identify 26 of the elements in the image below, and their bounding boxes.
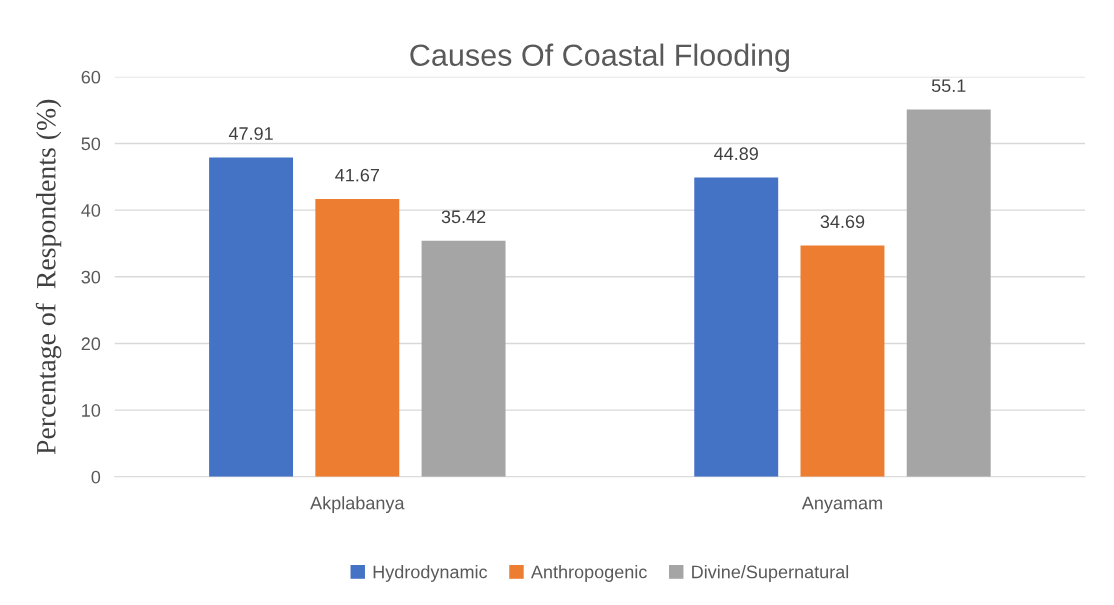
- legend-label: Divine/Supernatural: [692, 565, 849, 582]
- y-tick-label: 30: [81, 270, 101, 284]
- legend-label: Anthropogenic: [530, 565, 647, 582]
- bar: [694, 177, 779, 477]
- data-label: 35.42: [441, 210, 486, 224]
- data-label: 47.91: [228, 127, 273, 140]
- y-tick-label: 60: [81, 70, 101, 84]
- bar: [421, 240, 506, 477]
- legend-label: Hydrodynamic: [373, 565, 488, 582]
- bar: [209, 157, 294, 477]
- data-label: 34.69: [820, 215, 865, 229]
- data-label: 41.67: [335, 168, 379, 182]
- x-tick-label: Akplabanya: [310, 496, 405, 514]
- data-label: 55.1: [931, 79, 966, 93]
- y-axis-title: Percentage of Respondents (%): [35, 99, 62, 455]
- bar: [906, 109, 991, 477]
- y-tick-label: 20: [81, 337, 101, 351]
- chart-title: Causes Of Coastal Flooding: [410, 43, 789, 73]
- bar: [800, 245, 885, 477]
- x-tick-label: Anyamam: [801, 496, 882, 514]
- y-tick-label: 10: [82, 404, 101, 417]
- y-tick-label: 40: [81, 204, 101, 217]
- bar: [315, 199, 400, 477]
- y-tick-label: 0: [91, 470, 101, 484]
- y-tick-label: 50: [81, 137, 101, 151]
- data-label: 44.89: [714, 147, 758, 161]
